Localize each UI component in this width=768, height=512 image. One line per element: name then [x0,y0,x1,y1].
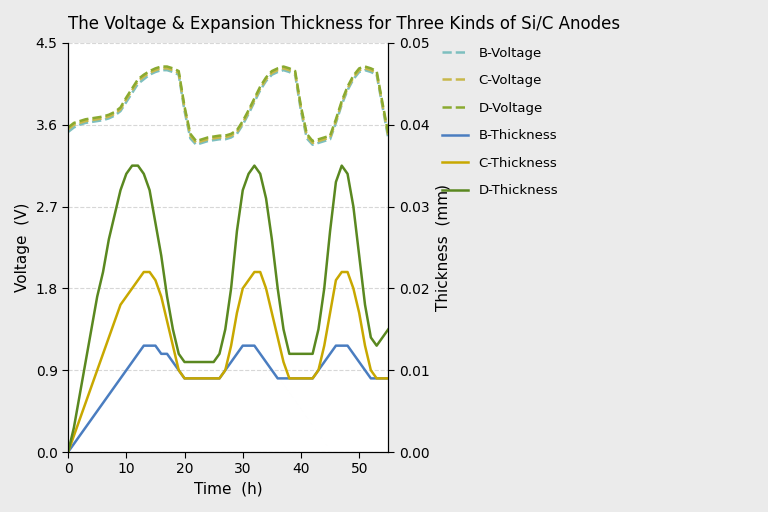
B-Voltage [69,124,78,131]
Legend: B-Voltage, C-Voltage, D-Voltage, B-Thickness, C-Thickness, D-Thickness: B-Voltage, C-Voltage, D-Voltage, B-Thick… [436,41,564,202]
C-Voltage [191,140,200,146]
Y-axis label: Thickness  (mm): Thickness (mm) [435,184,450,311]
Line: B-Voltage: B-Voltage [68,70,389,145]
D-Thickness [127,162,137,168]
D-Voltage [191,138,200,144]
C-Voltage [273,67,283,73]
D-Voltage [273,65,283,71]
D-Thickness [186,359,195,365]
C-Voltage [384,133,393,139]
C-Voltage [157,65,166,71]
Y-axis label: Voltage  (V): Voltage (V) [15,203,30,292]
B-Voltage [64,129,73,135]
C-Voltage [256,86,265,92]
D-Voltage [256,83,265,90]
C-Thickness [267,310,276,316]
X-axis label: Time  (h): Time (h) [194,482,263,497]
D-Voltage [64,124,73,131]
C-Thickness [250,269,259,275]
B-Thickness [250,343,259,349]
Text: The Voltage & Expansion Thickness for Three Kinds of Si/C Anodes: The Voltage & Expansion Thickness for Th… [68,15,621,33]
D-Thickness [384,326,393,332]
D-Voltage [384,131,393,137]
B-Thickness [384,375,393,381]
D-Thickness [267,236,276,242]
D-Thickness [250,162,259,168]
C-Voltage [285,67,294,73]
B-Thickness [64,449,73,455]
C-Voltage [64,126,73,132]
Line: C-Voltage: C-Voltage [68,68,389,143]
B-Voltage [319,138,329,144]
Line: D-Thickness: D-Thickness [68,165,389,452]
C-Thickness [64,449,73,455]
C-Voltage [186,133,195,139]
D-Voltage [186,131,195,137]
D-Thickness [279,326,288,332]
D-Voltage [157,63,166,70]
D-Voltage [69,120,78,126]
D-Thickness [64,449,73,455]
C-Thickness [314,367,323,373]
C-Thickness [139,269,148,275]
B-Thickness [267,367,276,373]
B-Voltage [384,135,393,141]
B-Thickness [314,367,323,373]
Line: C-Thickness: C-Thickness [68,272,389,452]
Line: B-Thickness: B-Thickness [68,346,389,452]
B-Voltage [186,135,195,141]
C-Thickness [384,375,393,381]
C-Voltage [69,122,78,128]
B-Thickness [69,441,78,447]
B-Voltage [285,69,294,75]
B-Voltage [157,67,166,73]
B-Voltage [256,87,265,93]
D-Voltage [319,134,329,140]
C-Thickness [279,359,288,365]
D-Thickness [69,424,78,431]
D-Voltage [285,65,294,71]
B-Thickness [186,375,195,381]
Line: D-Voltage: D-Voltage [68,67,389,141]
B-Thickness [279,375,288,381]
C-Thickness [69,433,78,439]
C-Thickness [186,375,195,381]
B-Voltage [273,69,283,75]
D-Thickness [314,326,323,332]
B-Thickness [139,343,148,349]
C-Voltage [319,136,329,142]
B-Voltage [191,142,200,148]
